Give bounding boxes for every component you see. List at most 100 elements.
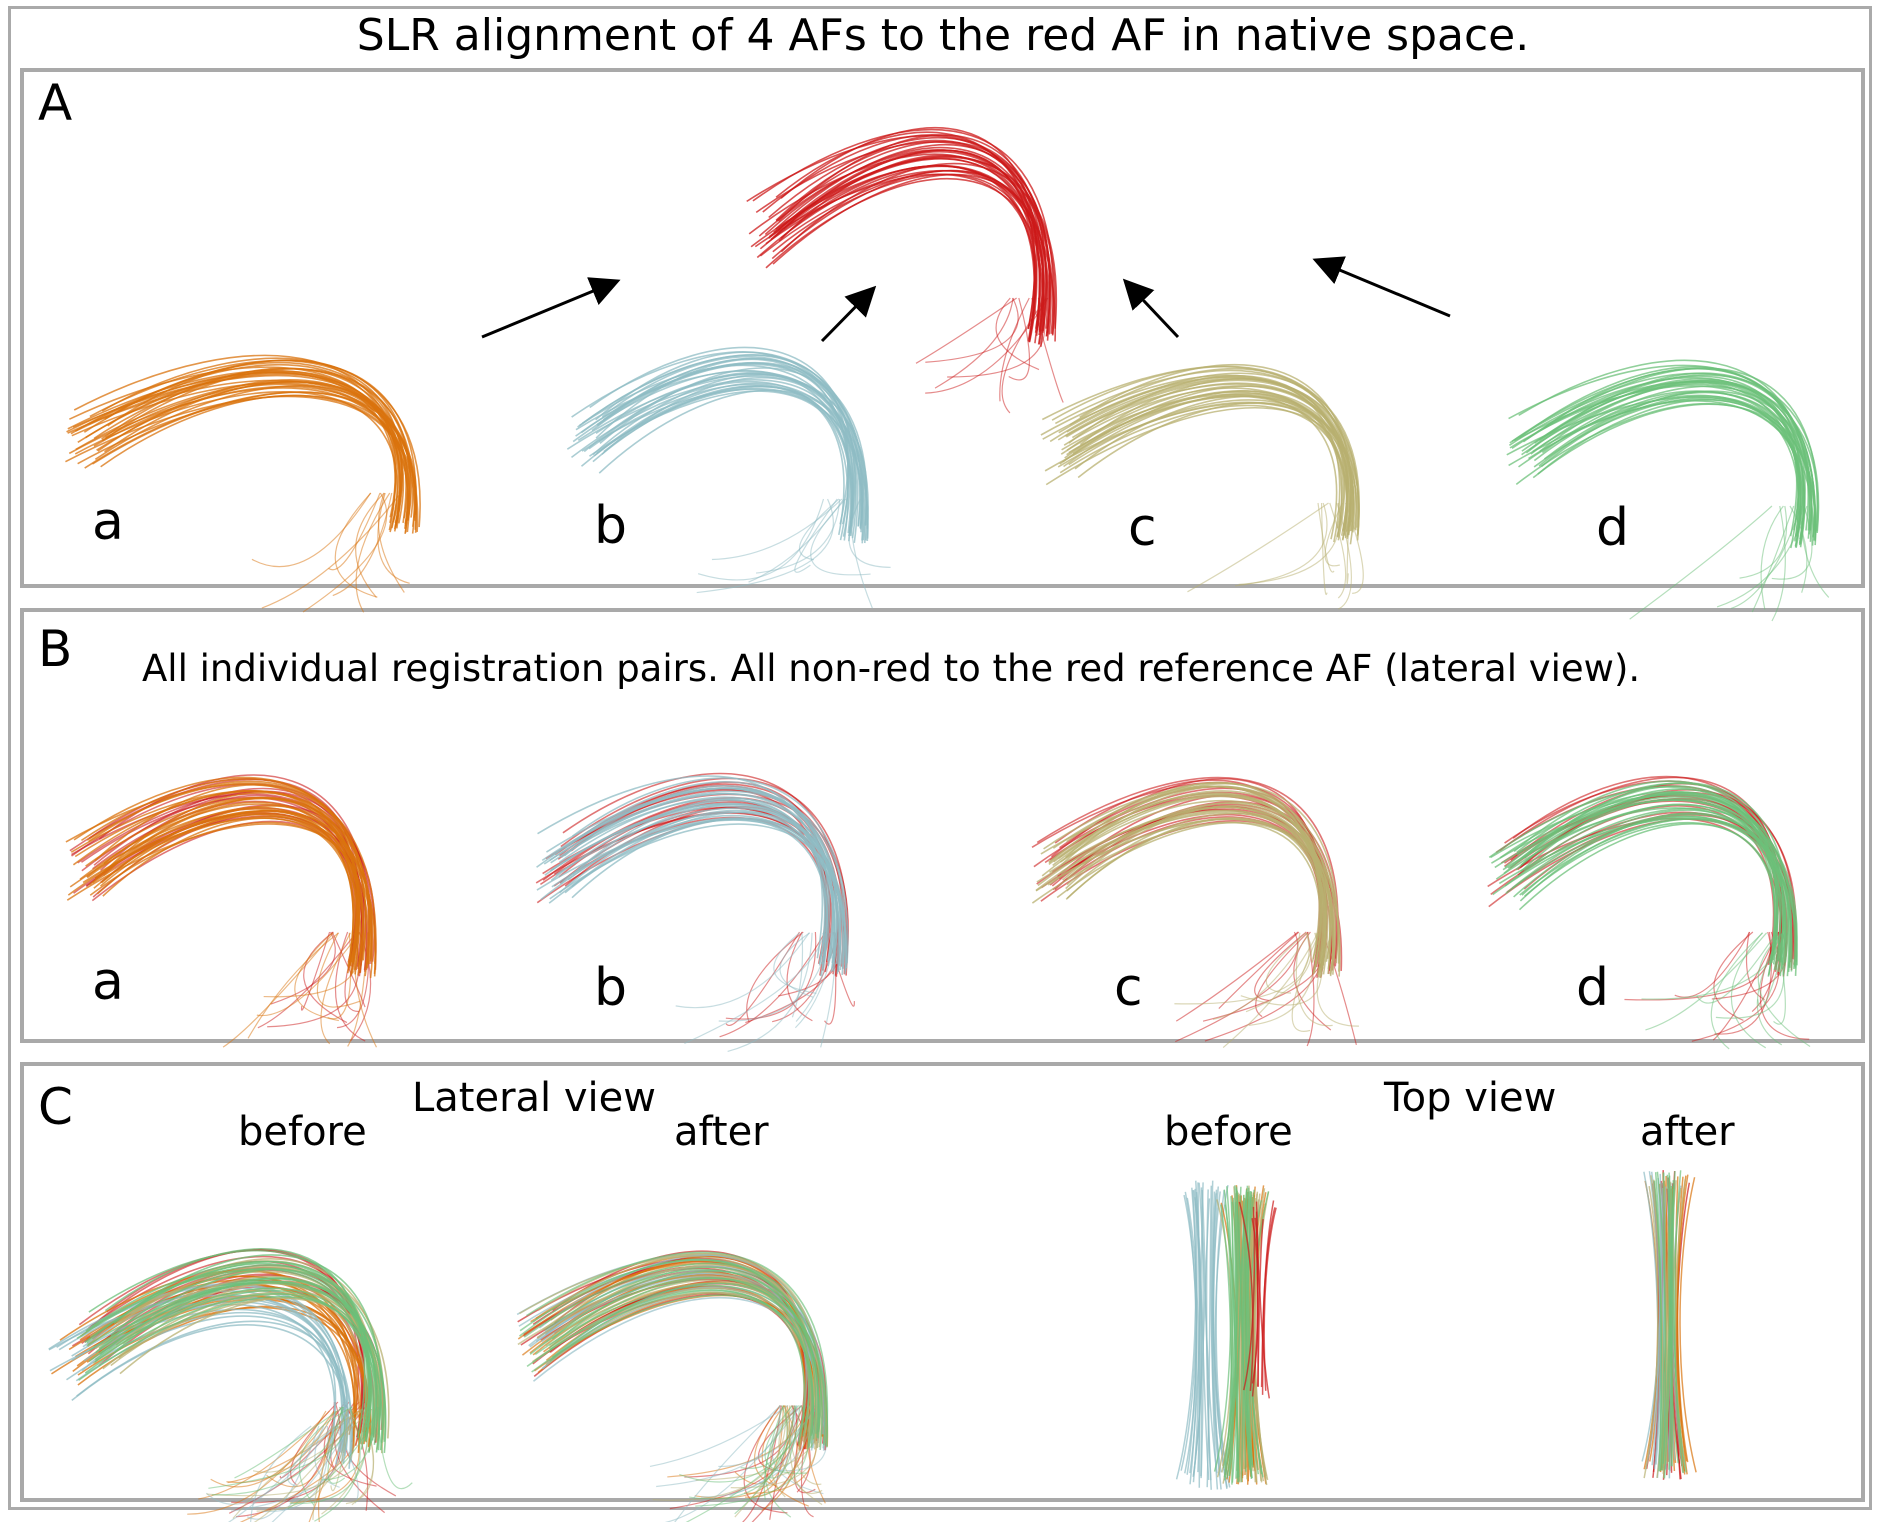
fiber-streamline <box>740 1405 796 1469</box>
fiber-streamline <box>298 1406 353 1506</box>
fiber-streamline <box>1204 931 1325 1042</box>
fiber-streamline <box>549 790 846 964</box>
fiber-streamline <box>1212 932 1310 1020</box>
fiber-streamline <box>555 807 839 963</box>
fiber-streamline <box>300 931 331 1011</box>
fiber-streamline <box>1518 823 1778 964</box>
fiber-streamline <box>1676 1175 1689 1463</box>
panel-b-label-c: c <box>1114 958 1143 1018</box>
fiber-streamline <box>77 394 411 529</box>
fiber-streamline <box>592 385 853 537</box>
fiber-streamline <box>1187 502 1329 593</box>
fiber-streamline <box>327 932 352 1020</box>
fiber-streamline <box>208 1406 346 1489</box>
fiber-streamline <box>1506 396 1813 531</box>
fiber-streamline <box>328 492 381 571</box>
panel-b-label-a: a <box>92 952 124 1012</box>
fiber-streamline <box>1202 931 1325 1022</box>
fiber-streamline <box>1245 932 1312 1013</box>
fiber-streamline <box>1515 403 1805 534</box>
fiber-streamline <box>551 1266 829 1448</box>
fiber-streamline <box>67 379 418 530</box>
fiber-streamline <box>549 1289 814 1436</box>
fiber-streamline <box>762 134 1041 344</box>
fiber-streamline <box>1175 931 1299 1043</box>
lateral-after-label: after <box>674 1109 769 1155</box>
fiber-streamline <box>1306 931 1315 1047</box>
fiber-streamline <box>536 819 836 959</box>
fiber-streamline <box>113 1278 377 1441</box>
fiber-streamline <box>331 931 366 1008</box>
fiber-streamline <box>1008 297 1031 381</box>
fiber-streamline <box>289 1406 368 1505</box>
fiber-streamline <box>1235 1188 1251 1470</box>
tract-c-olive <box>1040 363 1364 610</box>
fiber-streamline <box>92 815 360 963</box>
fiber-streamline <box>718 932 831 1022</box>
fiber-streamline <box>1504 807 1798 969</box>
fiber-streamline <box>1789 505 1808 593</box>
fiber-streamline <box>110 1267 375 1444</box>
fiber-streamline <box>65 395 416 534</box>
fiber-streamline <box>537 1252 822 1449</box>
fiber-streamline <box>794 498 838 573</box>
fiber-streamline <box>697 498 825 581</box>
fiber-streamline <box>1643 1186 1659 1479</box>
fiber-streamline <box>1251 1218 1259 1384</box>
fiber-streamline <box>1653 1180 1663 1471</box>
fiber-streamline <box>535 812 832 963</box>
fiber-streamline <box>1730 932 1767 1049</box>
fiber-streamline <box>995 297 1040 371</box>
fiber-streamline <box>376 1406 413 1490</box>
fiber-streamline <box>549 1277 819 1434</box>
fiber-streamline <box>93 385 417 515</box>
fiber-streamline <box>925 297 1019 363</box>
panel-c-letter: C <box>38 1078 73 1136</box>
fiber-streamline <box>1031 297 1064 403</box>
fiber-streamline <box>1240 1191 1248 1483</box>
fiber-streamline <box>1068 399 1360 537</box>
fiber-streamline <box>353 932 378 1048</box>
figure-title: SLR alignment of 4 AFs to the red AF in … <box>356 10 1530 61</box>
fiber-streamline <box>1503 796 1793 972</box>
fiber-streamline <box>1240 932 1323 1006</box>
fiber-streamline <box>222 932 335 1048</box>
fiber-streamline <box>327 1406 346 1484</box>
fiber-streamline <box>550 798 826 966</box>
fiber-streamline <box>571 817 842 966</box>
fiber-streamline <box>549 823 848 974</box>
fiber-streamline <box>347 932 369 1047</box>
fiber-streamline <box>848 498 891 568</box>
fiber-streamline <box>1662 1184 1675 1464</box>
fiber-streamline <box>234 1406 344 1479</box>
fiber-streamline <box>1713 931 1754 1022</box>
fiber-streamline <box>656 1405 781 1488</box>
fiber-streamline <box>1656 1171 1667 1471</box>
fiber-streamline <box>794 932 837 1029</box>
fiber-streamline <box>1773 932 1786 1025</box>
fiber-streamline <box>1746 931 1765 1001</box>
panel-a-label-a: a <box>92 492 124 552</box>
fiber-streamline <box>763 1405 784 1500</box>
fiber-streamline <box>1498 817 1797 967</box>
fiber-streamline <box>1759 931 1810 1040</box>
fiber-streamline <box>768 1405 801 1479</box>
fiber-streamline <box>1248 932 1317 1026</box>
panel-b-label-b: b <box>594 958 628 1018</box>
panel-b-label-d: d <box>1576 958 1610 1018</box>
fiber-streamline <box>1193 1190 1210 1480</box>
fiber-streamline <box>68 387 409 527</box>
fiber-streamline <box>664 1405 802 1522</box>
pair-a <box>65 774 378 1048</box>
fiber-streamline <box>1183 1194 1198 1474</box>
top-view-label: Top view <box>1384 1075 1557 1121</box>
panel-a-label-d: d <box>1596 498 1630 558</box>
fiber-streamline <box>256 1408 348 1512</box>
fiber-streamline <box>235 1401 335 1518</box>
fiber-streamline <box>1175 931 1299 1022</box>
fiber-streamline <box>82 817 364 967</box>
fiber-streamline <box>71 382 399 533</box>
panel-a-label-b: b <box>594 496 628 556</box>
fiber-streamline <box>850 498 873 609</box>
fiber-streamline <box>1045 407 1352 532</box>
